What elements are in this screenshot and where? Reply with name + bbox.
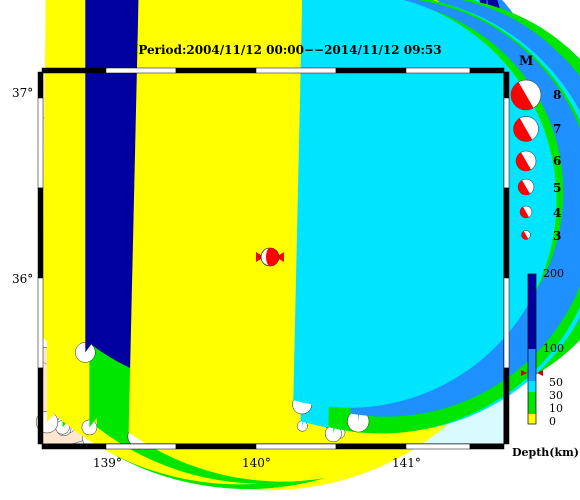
magnitude-legend (510, 79, 542, 240)
lat-label-36: 36° (12, 272, 34, 286)
frame-tick-left (37, 277, 44, 369)
frame-tick-top (175, 67, 257, 74)
mag-label-8: 8 (553, 88, 562, 102)
legend-ball (519, 205, 533, 219)
frame-tick-top (335, 67, 407, 74)
mag-label-7: 7 (553, 122, 562, 136)
frame-tick-top (405, 67, 471, 74)
frame-tick-left (37, 187, 44, 279)
event-ball (292, 0, 557, 415)
colorbar-mid (528, 349, 536, 381)
mag-label-6: 6 (553, 154, 562, 168)
legend-ball (513, 116, 539, 142)
frame-tick-bottom (175, 443, 257, 450)
legend-ball (517, 178, 535, 196)
frame-tick-bottom (255, 443, 337, 450)
colorbar-shallow (528, 392, 536, 414)
frame-tick-right (503, 71, 510, 99)
main-event-fill2 (266, 248, 270, 266)
frame-tick-right (503, 277, 510, 369)
frame-tick-top (255, 67, 337, 74)
lon-label-140: 140° (242, 456, 271, 470)
depth-tick-30: 30 (549, 389, 563, 402)
lon-label-139: 139° (93, 456, 122, 470)
frame-tick-bottom (105, 443, 177, 450)
frame-tick-bottom (469, 443, 505, 450)
colorbar-shallow-mid (528, 381, 536, 392)
frame-tick-right (503, 97, 510, 189)
depth-tick-10: 10 (549, 402, 563, 415)
frame-tick-top (105, 67, 177, 74)
depth-tick-0: 0 (549, 415, 556, 428)
depth-marker-left (521, 370, 527, 376)
legend-ball (521, 230, 531, 240)
lat-label-37: 37° (12, 86, 34, 100)
main-event-marker-right (276, 252, 284, 262)
frame-tick-right (503, 367, 510, 445)
mag-label-4: 4 (553, 206, 562, 220)
frame-tick-bottom (41, 443, 107, 450)
frame-tick-bottom (335, 443, 407, 450)
mag-label-3: 3 (553, 229, 562, 243)
main-event (256, 247, 284, 267)
magnitude-header: M (519, 54, 534, 69)
mag-label-5: 5 (553, 181, 562, 195)
frame-tick-top (41, 67, 107, 74)
frame-tick-left (37, 97, 44, 189)
earthquake-events (35, 0, 580, 491)
map-frame (37, 67, 510, 450)
main-event-marker-left (256, 252, 264, 262)
legend-ball (510, 79, 542, 111)
frame-tick-left (37, 367, 44, 445)
depth-tick-100: 100 (543, 342, 564, 355)
legend-ball (515, 150, 537, 172)
colorbar-deep (528, 274, 536, 349)
depth-label: Depth(km) (512, 446, 579, 459)
depth-marker-right (537, 370, 543, 376)
frame-tick-right (503, 187, 510, 279)
depth-tick-200: 200 (543, 267, 564, 280)
main-event-fill (270, 248, 279, 266)
map-title: Period:2004/11/12 00:00−−2014/11/12 09:5… (138, 43, 442, 57)
depth-colorbar (521, 273, 543, 425)
colorbar-surface (528, 414, 536, 424)
frame-tick-top (469, 67, 505, 74)
depth-tick-50: 50 (549, 376, 563, 389)
frame-tick-bottom (405, 443, 471, 450)
lon-label-141: 141° (392, 456, 421, 470)
colorbar-frame (527, 273, 537, 425)
frame-tick-left (37, 71, 44, 99)
